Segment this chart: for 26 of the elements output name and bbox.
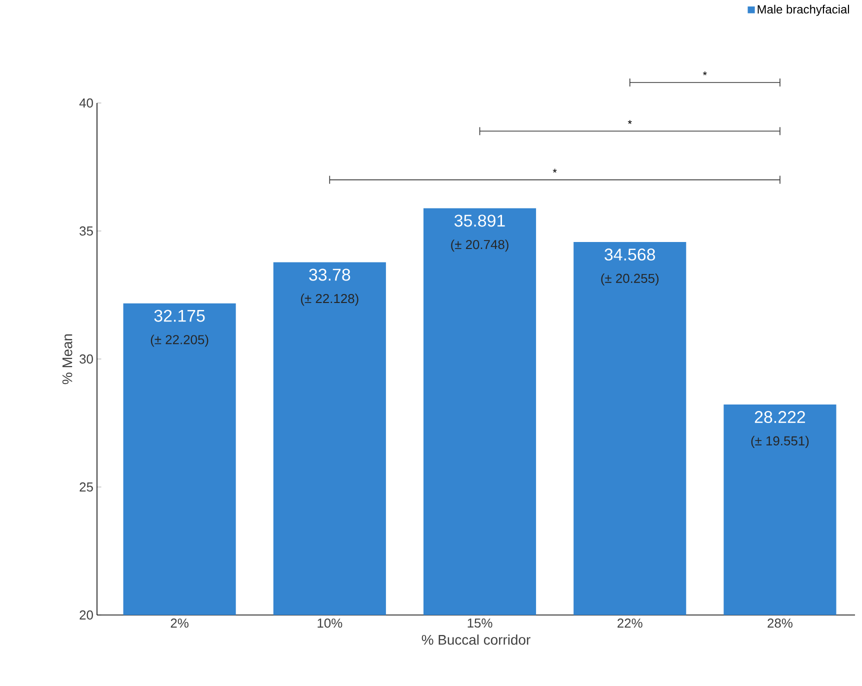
x-tick-label: 22% xyxy=(618,618,642,628)
x-tick-label: 10% xyxy=(318,618,342,628)
data-label: 34.568 xyxy=(604,248,656,261)
x-tick-label: 28% xyxy=(768,618,792,628)
annotation: (± 22.128) xyxy=(300,294,358,306)
annotation: (± 19.551) xyxy=(751,436,809,448)
annotation: (± 20.748) xyxy=(451,240,508,252)
y-axis-title: % Mean xyxy=(62,334,72,384)
data-label: 32.175 xyxy=(154,310,205,322)
y-tick-label: 25 xyxy=(80,482,93,492)
annotation: * xyxy=(552,168,557,173)
annotation: (± 22.205) xyxy=(150,334,208,347)
annotation: (± 20.255) xyxy=(601,273,659,286)
annotation: * xyxy=(628,120,632,124)
y-tick-label: 35 xyxy=(80,226,93,236)
x-tick-label: 15% xyxy=(468,618,492,628)
legend-label: Male brachyfacial xyxy=(758,4,850,16)
x-tick-label: 2% xyxy=(170,618,188,628)
data-label: 35.891 xyxy=(454,214,505,227)
y-tick-label: 30 xyxy=(80,354,93,364)
text: * xyxy=(702,71,707,76)
x-axis-title: % Buccal corridor xyxy=(422,634,530,645)
data-label: 33.78 xyxy=(309,268,350,281)
y-tick-label: 20 xyxy=(80,610,93,620)
y-tick-label: 40 xyxy=(79,98,93,108)
data-label: 28.222 xyxy=(754,411,805,424)
